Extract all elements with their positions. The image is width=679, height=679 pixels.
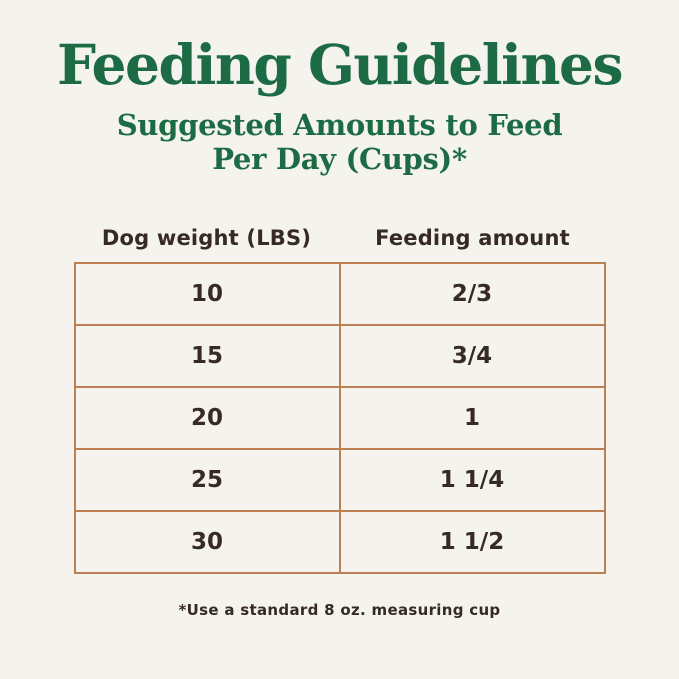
table-row: 25 1 1/4 [75, 448, 604, 511]
feeding-amount-cell: 1 1/4 [338, 450, 604, 511]
subtitle-line-1: Suggested Amounts to Feed [116, 107, 563, 142]
dog-weight-cell: 10 [190, 281, 223, 308]
dog-weight-cell: 15 [190, 343, 223, 370]
table-row: 30 1 1/2 [75, 510, 604, 573]
feeding-amount-cell: 1 [338, 388, 604, 449]
dog-weight-cell: 20 [190, 405, 223, 432]
table-row: 15 3/4 [75, 324, 604, 387]
column-header-dog-weight: Dog weight (LBS) [101, 226, 312, 251]
subtitle-line-2: Per Day (Cups)* [212, 141, 467, 176]
feeding-amount-cell: 2/3 [338, 264, 604, 325]
dog-weight-cell: 25 [190, 467, 223, 494]
feeding-amount-cell: 3/4 [338, 326, 604, 387]
page-subtitle: Suggested Amounts to Feed Per Day (Cups)… [0, 108, 679, 176]
footnote: *Use a standard 8 oz. measuring cup [178, 601, 501, 620]
table-header-row: Dog weight (LBS) Feeding amount [74, 226, 606, 262]
feeding-table: 10 2/3 15 3/4 20 1 25 1 1/4 30 1 1/2 [73, 262, 606, 575]
table-row: 10 2/3 [76, 264, 604, 325]
table-row: 20 1 [75, 386, 604, 449]
page-title: Feeding Guidelines [56, 32, 624, 97]
column-header-feeding-amount: Feeding amount [375, 226, 570, 251]
feeding-amount-cell: 1 1/2 [338, 512, 604, 573]
dog-weight-cell: 30 [190, 529, 223, 556]
feeding-table-section: Dog weight (LBS) Feeding amount 10 2/3 1… [73, 226, 606, 575]
